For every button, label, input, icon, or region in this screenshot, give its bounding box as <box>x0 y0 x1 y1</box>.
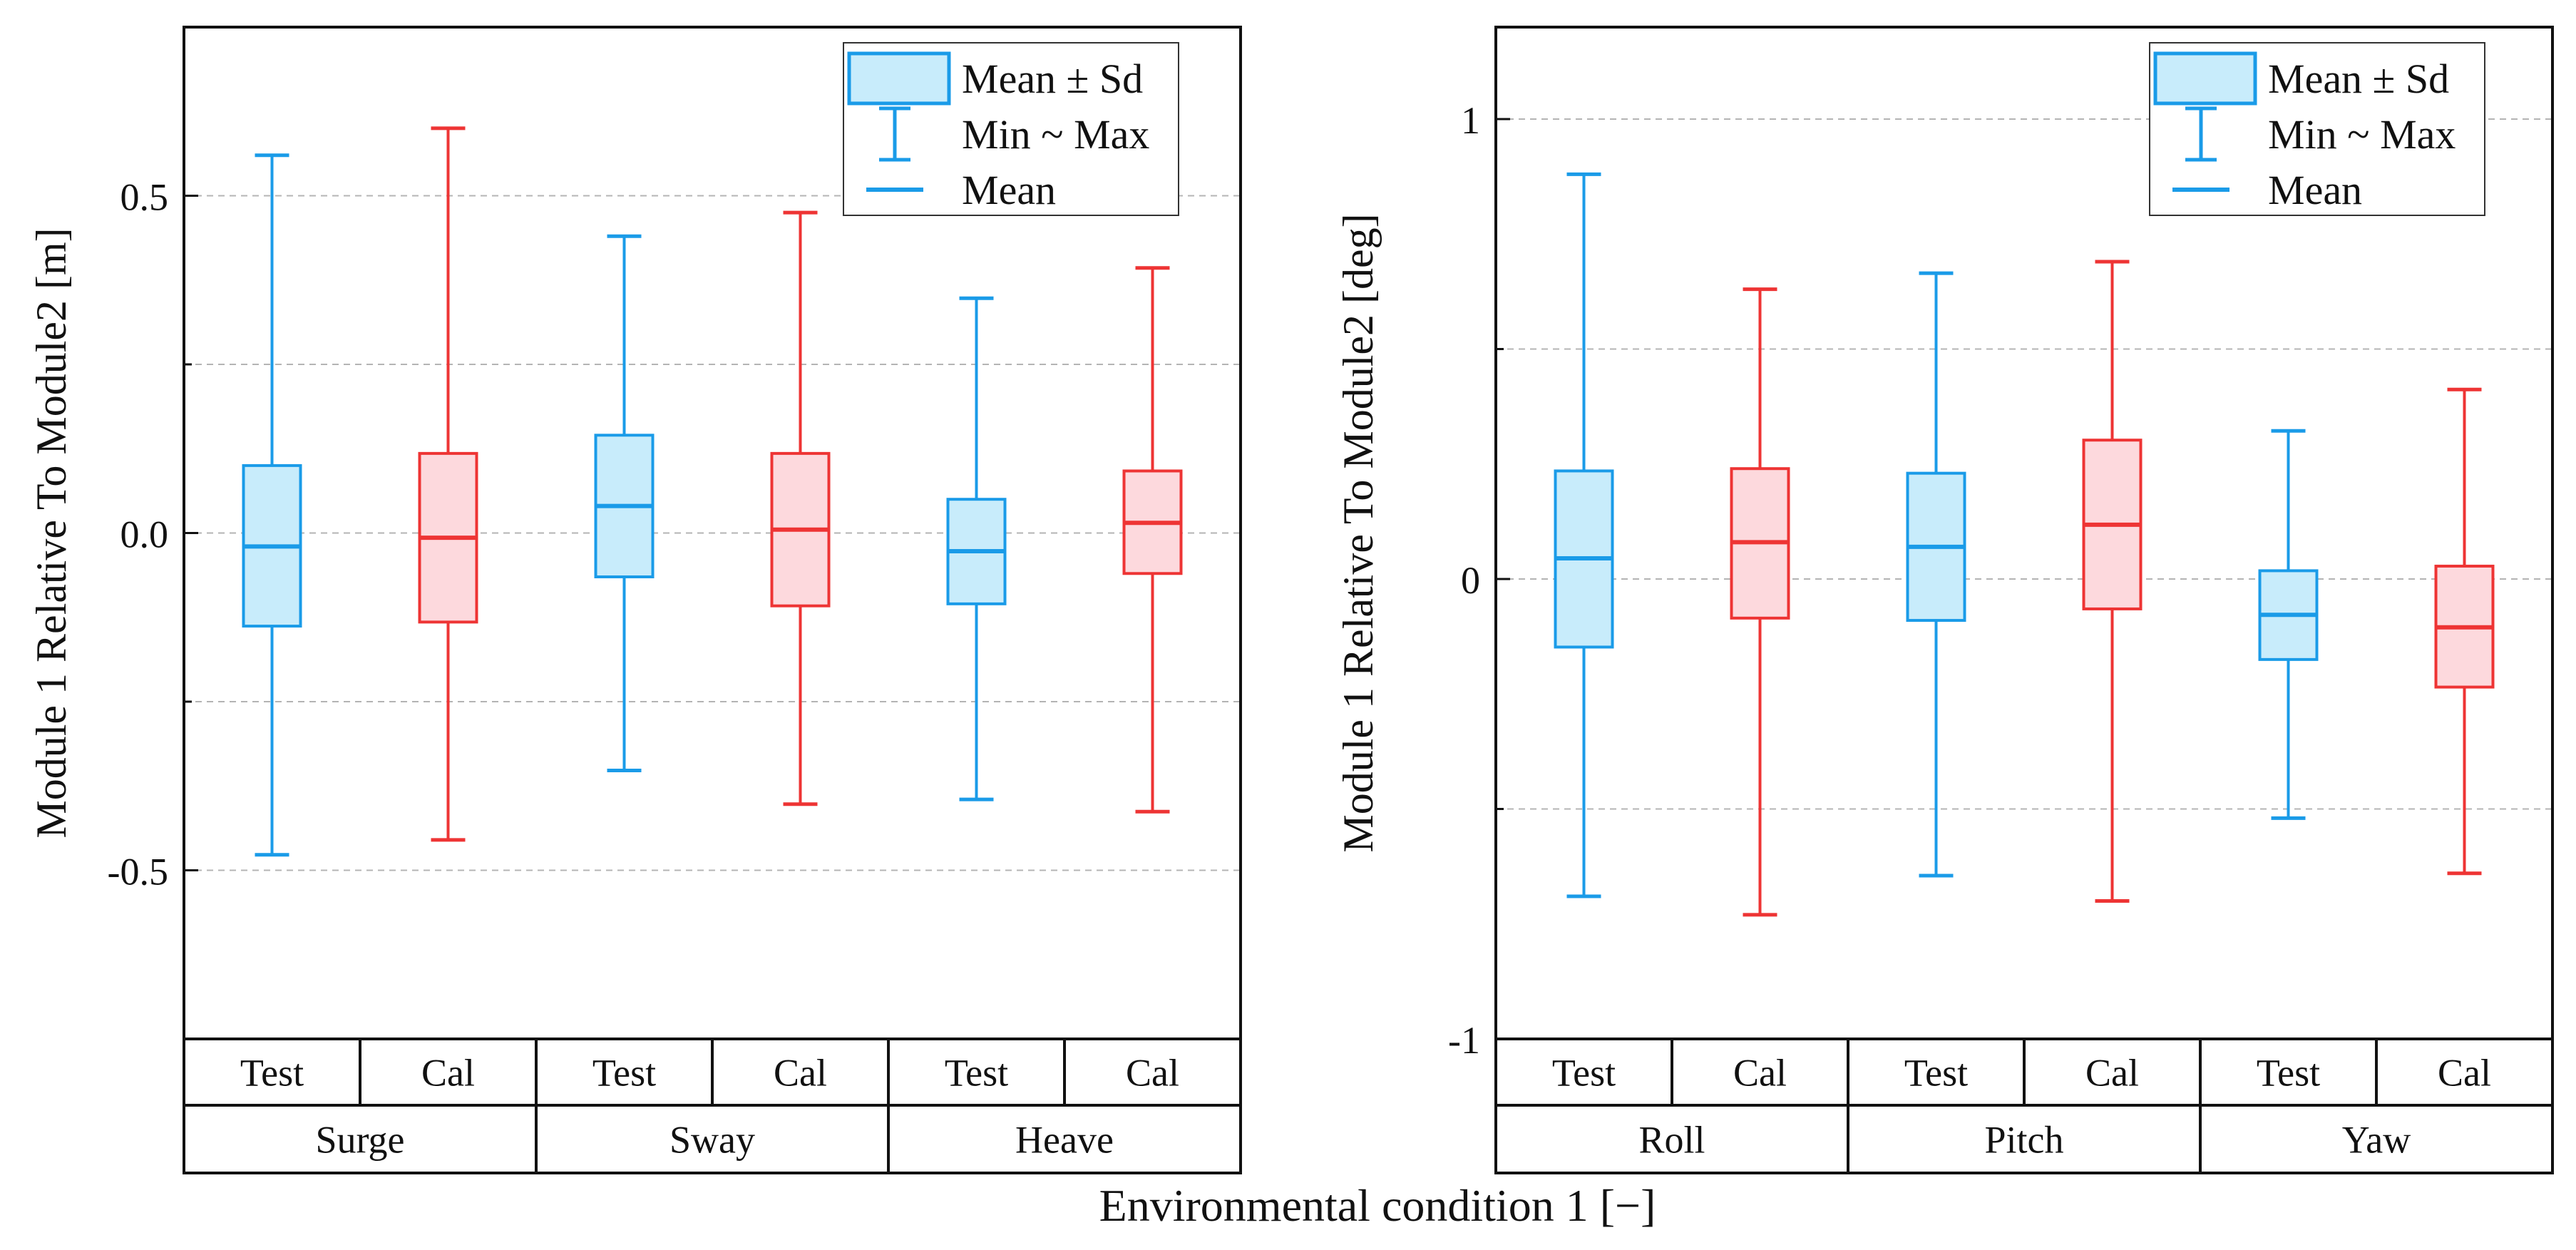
legend-label: Min ~ Max <box>962 111 1149 158</box>
group-label: Roll <box>1638 1119 1705 1162</box>
legend-label: Mean ± Sd <box>2268 56 2449 102</box>
y-tick-label: 1 <box>1461 99 1480 142</box>
category-label: Test <box>592 1052 656 1095</box>
box-roll-cal <box>1730 287 1790 917</box>
y-tick-label: -1 <box>1448 1019 1480 1062</box>
chart-panel-1: -0.5 0.0 0.5 Module 1 Relative To Module2 [… <box>28 26 1242 1174</box>
y-tick-label: 0.0 <box>120 513 169 556</box>
panels: -0.5 0.0 0.5 Module 1 Relative To Module2 [… <box>28 26 2554 1174</box>
box-surge-test <box>242 153 302 857</box>
legend: Mean ± Sd Min ~ Max Mean <box>843 42 1179 216</box>
chart-panel-2: -1 0 1 Module 1 Relative To Module2 [deg] Te… <box>1335 26 2554 1174</box>
group-label: Yaw <box>2342 1119 2411 1162</box>
box-heave-test <box>946 296 1007 801</box>
box-sway-cal <box>770 210 831 806</box>
box-sway-test <box>594 234 655 772</box>
category-label: Cal <box>774 1052 827 1095</box>
category-label: Test <box>1904 1052 1968 1095</box>
category-label: Test <box>945 1052 1008 1095</box>
category-label: Test <box>2257 1052 2320 1095</box>
box-pitch-test <box>1906 271 1966 878</box>
category-label: Cal <box>421 1052 475 1095</box>
figure-xlabel: Environmental condition 1 [−] <box>1099 1180 1656 1231</box>
group-label: Pitch <box>1984 1119 2063 1162</box>
box-yaw-cal <box>2434 387 2495 876</box>
group-label: Sway <box>669 1119 755 1162</box>
box-yaw-test <box>2258 429 2319 820</box>
group-label: Heave <box>1015 1119 1114 1162</box>
legend-swatch-sd <box>2153 51 2257 106</box>
y-tick-label: 0.5 <box>120 176 169 219</box>
box-pitch-cal <box>2082 260 2143 903</box>
category-label: Cal <box>1126 1052 1179 1095</box>
y-tick-label: 0 <box>1461 559 1480 602</box>
group-label: Surge <box>315 1119 404 1162</box>
legend: Mean ± Sd Min ~ Max Mean <box>2149 42 2485 216</box>
box-roll-test <box>1554 172 1614 898</box>
legend-label: Mean <box>2268 167 2362 213</box>
category-label: Cal <box>1733 1052 1787 1095</box>
legend-label: Mean ± Sd <box>962 56 1143 102</box>
category-label: Cal <box>2438 1052 2491 1095</box>
legend-label: Min ~ Max <box>2268 111 2456 158</box>
category-label: Test <box>1552 1052 1616 1095</box>
legend-label: Mean <box>962 167 1056 213</box>
category-label: Test <box>240 1052 304 1095</box>
y-axis-label: Module 1 Relative To Module2 [deg] <box>1335 213 1382 852</box>
category-label: Cal <box>2085 1052 2139 1095</box>
box-surge-cal <box>418 126 478 842</box>
box-heave-cal <box>1122 266 1183 814</box>
legend-swatch-sd <box>847 51 951 106</box>
y-axis-label: Module 1 Relative To Module2 [m] <box>28 227 75 838</box>
y-tick-label: -0.5 <box>108 851 168 893</box>
